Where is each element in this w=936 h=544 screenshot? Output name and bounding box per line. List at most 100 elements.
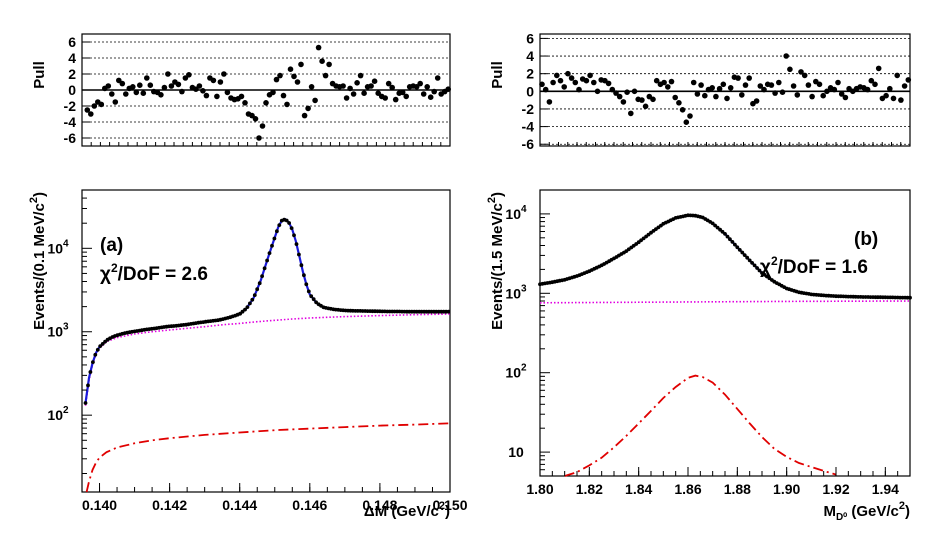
pull-point bbox=[609, 86, 616, 93]
pull-point bbox=[109, 91, 115, 97]
pull-point bbox=[382, 95, 389, 101]
pull-y-tick-label: 2 bbox=[68, 66, 76, 82]
panel-label-a: (a) bbox=[100, 235, 123, 256]
data-point bbox=[292, 233, 296, 238]
pull-point bbox=[639, 97, 645, 103]
pull-points-b bbox=[539, 53, 912, 125]
pull-point bbox=[727, 85, 734, 91]
pull-ticks-b: -6-4 -2 02 4 6 bbox=[522, 30, 911, 152]
pull-point bbox=[542, 86, 549, 93]
xlabel-a-close: ) bbox=[445, 503, 450, 520]
pull-point bbox=[88, 111, 94, 117]
data-point bbox=[715, 225, 720, 230]
pull-point bbox=[252, 116, 259, 122]
xlabel-b-sub: D⁰ bbox=[836, 512, 847, 523]
pull-point bbox=[270, 89, 276, 96]
data-point bbox=[260, 274, 264, 278]
series-dotted-b bbox=[539, 300, 911, 304]
pull-point bbox=[742, 82, 749, 88]
pull-point bbox=[200, 88, 206, 94]
pull-point bbox=[137, 82, 143, 88]
pull-point bbox=[434, 75, 441, 81]
x-tick-label: 1.92 bbox=[822, 481, 849, 497]
pull-point bbox=[179, 88, 185, 95]
pull-ylabel-b: Pull bbox=[489, 61, 506, 89]
x-tick-label: 0.146 bbox=[292, 497, 327, 513]
pull-point bbox=[883, 92, 889, 99]
pull-point bbox=[224, 89, 231, 96]
data-point bbox=[735, 245, 740, 250]
pull-point bbox=[112, 99, 119, 105]
data-point bbox=[91, 360, 95, 364]
series-dashed-a bbox=[85, 422, 451, 493]
data-point bbox=[752, 263, 757, 268]
pull-points-a bbox=[84, 44, 452, 141]
pull-point bbox=[242, 100, 248, 106]
pull-point bbox=[91, 103, 98, 109]
pull-point bbox=[165, 71, 171, 77]
pull-point bbox=[583, 77, 590, 84]
pull-point bbox=[864, 86, 871, 93]
pull-point bbox=[716, 85, 723, 92]
pull-point bbox=[842, 94, 849, 101]
pull-point bbox=[587, 72, 593, 79]
pull-point bbox=[315, 44, 322, 51]
ylabel-b-exp: 2 bbox=[486, 197, 498, 203]
xlabel-b: MD⁰ (GeV/c2) bbox=[823, 500, 910, 523]
data-point bbox=[304, 282, 309, 287]
ylabel-b-close: ) bbox=[489, 192, 506, 197]
pull-point bbox=[724, 95, 730, 102]
pull-point bbox=[280, 92, 287, 99]
data-points-a bbox=[83, 217, 451, 405]
xlabel-b-close: ) bbox=[905, 503, 910, 520]
x-tick-label: 1.88 bbox=[724, 481, 751, 497]
pull-point bbox=[350, 91, 357, 97]
data-point bbox=[757, 268, 762, 273]
pull-point bbox=[690, 79, 697, 86]
pull-point bbox=[794, 92, 801, 98]
main-plot-a: 0.140 0.142 0.144 0.146 0.148 0.150102103104 … bbox=[28, 189, 468, 520]
pull-point bbox=[887, 85, 893, 92]
pull-point bbox=[661, 79, 667, 86]
pull-point bbox=[631, 88, 638, 95]
pull-point bbox=[679, 107, 686, 113]
pull-point bbox=[776, 79, 782, 86]
pull-point bbox=[158, 92, 164, 98]
series-dashed-b bbox=[564, 374, 837, 477]
pull-y-tick-label: 0 bbox=[526, 83, 534, 99]
data-point bbox=[750, 261, 754, 265]
data-point bbox=[250, 297, 255, 302]
pull-point bbox=[284, 101, 290, 108]
pull-y-tick-label: -4 bbox=[522, 119, 535, 135]
pull-point bbox=[720, 81, 727, 88]
pull-point bbox=[753, 98, 760, 104]
main-ticks-a: 0.140 0.142 0.144 0.146 0.148 0.150 102 103 104 bbox=[47, 189, 468, 513]
pull-point bbox=[210, 77, 217, 84]
pull-point bbox=[779, 89, 786, 95]
data-point bbox=[289, 226, 294, 231]
pull-point bbox=[403, 93, 410, 100]
pull-point bbox=[175, 81, 182, 88]
pull-point bbox=[186, 72, 192, 78]
ylabel-a: Events/(0.1 MeV/c2) bbox=[28, 192, 48, 330]
ylabel-a-main: Events/(0.1 MeV/c bbox=[31, 203, 48, 330]
data-point bbox=[248, 301, 252, 306]
xlabel-a: ΔM (GeV/c2) bbox=[364, 500, 450, 520]
pull-point bbox=[130, 84, 136, 90]
pull-point bbox=[616, 93, 623, 100]
pull-point bbox=[594, 88, 601, 95]
data-point bbox=[713, 223, 717, 228]
pull-point bbox=[624, 89, 630, 95]
chi2-annotation-a: χ2/DoF = 2.6 bbox=[100, 261, 208, 285]
pull-point bbox=[298, 61, 304, 68]
data-point bbox=[720, 229, 725, 234]
data-point bbox=[272, 236, 277, 241]
pull-point bbox=[672, 94, 678, 101]
data-point bbox=[88, 370, 93, 374]
pull-y-tick-label: -4 bbox=[64, 114, 77, 130]
data-point bbox=[446, 309, 451, 314]
data-point bbox=[740, 250, 745, 255]
main-plot-b: 1.80 1.82 1.84 1.86 1.88 1.90 1.92 1.94 10 102 103… bbox=[486, 189, 912, 523]
data-point bbox=[908, 295, 912, 300]
pull-point bbox=[420, 91, 427, 97]
